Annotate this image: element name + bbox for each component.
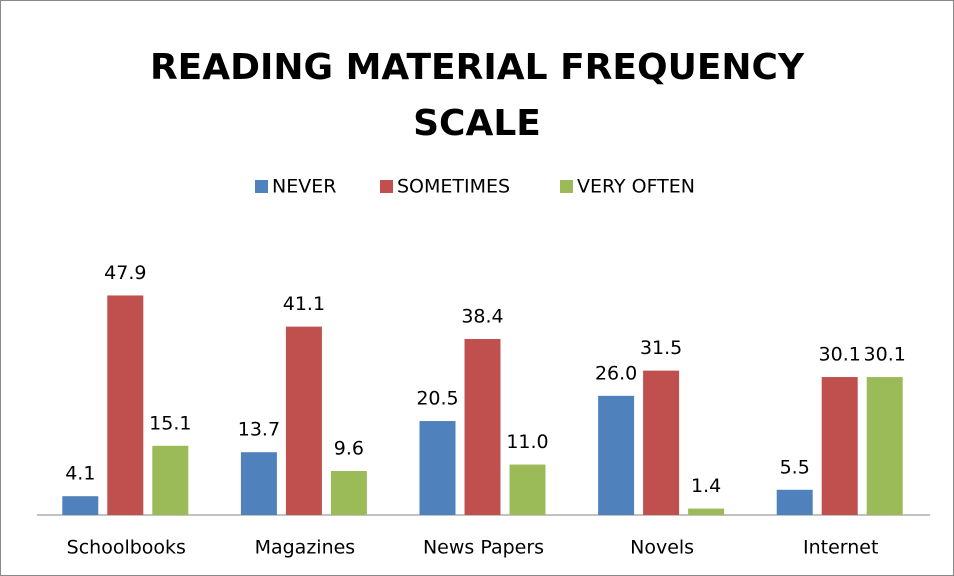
legend-label: NEVER [272,176,336,198]
bar [688,508,725,515]
bar [107,295,144,515]
bar [464,339,501,515]
data-label: 9.6 [334,438,364,460]
x-tick-label: Schoolbooks [67,537,186,559]
bar [285,326,322,515]
data-label: 26.0 [595,362,637,384]
data-label: 13.7 [238,419,280,441]
x-tick-label: Internet [803,537,878,559]
data-label: 4.1 [65,463,95,485]
x-tick-label: Magazines [255,537,356,559]
data-label: 30.1 [864,344,906,366]
legend-swatch [560,180,573,193]
data-label: 47.9 [104,262,146,284]
legend-label: SOMETIMES [397,176,510,198]
data-label: 20.5 [416,388,458,410]
data-label: 5.5 [780,456,810,478]
bar [240,452,277,515]
bar [821,377,858,515]
legend-label: VERY OFTEN [577,176,695,198]
bar [776,489,813,515]
data-label: 41.1 [283,293,325,315]
data-label: 31.5 [640,337,682,359]
bar [152,445,189,515]
x-tick-label: Novels [630,537,694,559]
x-tick-label: News Papers [423,537,544,559]
bar [62,496,99,515]
bar [509,464,546,515]
data-label: 1.4 [691,475,721,497]
bar [866,377,903,515]
legend-swatch [380,180,393,193]
data-label: 38.4 [461,306,503,328]
bar [598,395,635,515]
chart-title: READING MATERIAL FREQUENCY SCALE [149,47,805,144]
data-label: 15.1 [149,412,191,434]
data-label: 30.1 [819,344,861,366]
bar [643,370,680,515]
data-label: 11.0 [506,431,548,453]
bar [419,421,456,515]
bar [330,471,367,515]
legend-swatch [255,180,268,193]
